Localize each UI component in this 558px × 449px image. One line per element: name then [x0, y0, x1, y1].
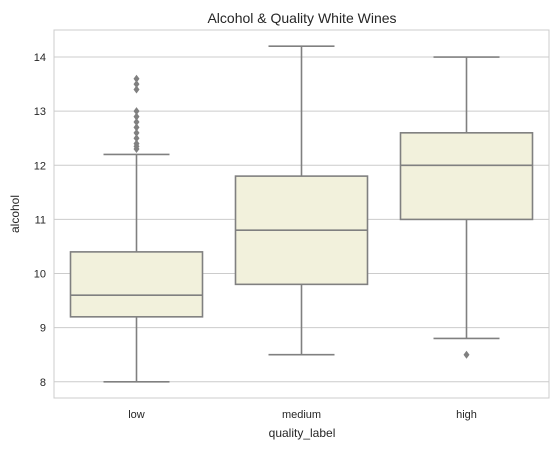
outlier-point [133, 85, 140, 94]
box-low [69, 74, 204, 383]
x-tick-label: high [456, 409, 477, 421]
box-high [399, 56, 534, 359]
outlier-point [133, 134, 140, 143]
plot-frame [53, 29, 550, 399]
box-iqr [69, 251, 204, 318]
x-tick-label: low [128, 409, 145, 421]
outlier-point [133, 74, 140, 83]
x-tick-label: medium [282, 409, 321, 421]
y-tick-label: 9 [40, 323, 46, 335]
y-tick-label: 13 [34, 106, 46, 118]
outlier-point [463, 350, 470, 359]
boxes [69, 45, 534, 383]
x-axis-label: quality_label [269, 426, 336, 440]
outlier-point [133, 139, 140, 148]
y-tick-label: 8 [40, 377, 46, 389]
outlier-point [133, 107, 140, 116]
outlier-point [133, 118, 140, 126]
chart-title: Alcohol & Quality White Wines [207, 10, 396, 26]
y-tick-label: 10 [34, 269, 46, 281]
x-axis-ticks: low medium high [128, 409, 477, 421]
outlier-point [133, 123, 140, 132]
box-medium [234, 45, 369, 356]
y-axis-label: alcohol [8, 195, 22, 233]
y-tick-label: 11 [35, 214, 46, 226]
y-tick-label: 12 [34, 160, 46, 172]
outlier-point [133, 80, 140, 89]
y-tick-label: 14 [34, 52, 46, 64]
outlier-point [133, 112, 140, 121]
box-iqr [399, 132, 534, 221]
y-axis-ticks: 8 9 10 11 12 13 14 [34, 52, 46, 389]
outlier-point [133, 128, 140, 137]
